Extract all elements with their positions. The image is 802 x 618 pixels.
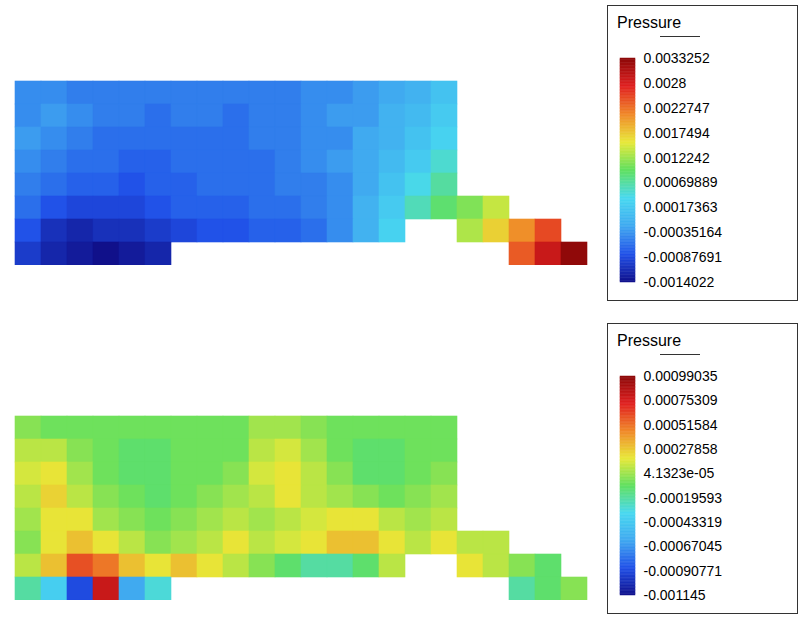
svg-text:-0.001145: -0.001145 xyxy=(644,587,706,603)
svg-text:0.0033252: 0.0033252 xyxy=(644,50,710,66)
svg-text:0.00075309: 0.00075309 xyxy=(644,392,718,408)
svg-text:0.0012242: 0.0012242 xyxy=(644,150,710,166)
svg-text:-0.00067045: -0.00067045 xyxy=(644,538,723,554)
html-text:Pressure: Pressure xyxy=(617,332,681,349)
svg-text:-0.00019593: -0.00019593 xyxy=(644,490,723,506)
svg-text:0.0022747: 0.0022747 xyxy=(644,100,710,116)
svg-text:0.00017363: 0.00017363 xyxy=(644,199,718,215)
svg-text:-0.00087691: -0.00087691 xyxy=(644,249,723,265)
svg-text:-0.00035164: -0.00035164 xyxy=(644,224,723,240)
svg-text:0.0028: 0.0028 xyxy=(644,75,687,91)
svg-text:-0.00090771: -0.00090771 xyxy=(644,563,723,579)
svg-text:0.00099035: 0.00099035 xyxy=(644,368,718,384)
svg-text:4.1323e-05: 4.1323e-05 xyxy=(644,465,715,481)
svg-text:-0.0014022: -0.0014022 xyxy=(644,274,715,290)
html-text:Pressure: Pressure xyxy=(617,14,681,31)
svg-text:0.00027858: 0.00027858 xyxy=(644,441,718,457)
svg-text:0.0017494: 0.0017494 xyxy=(644,125,710,141)
svg-text:0.00051584: 0.00051584 xyxy=(644,417,718,433)
svg-text:-0.00043319: -0.00043319 xyxy=(644,514,723,530)
svg-text:0.00069889: 0.00069889 xyxy=(644,174,718,190)
